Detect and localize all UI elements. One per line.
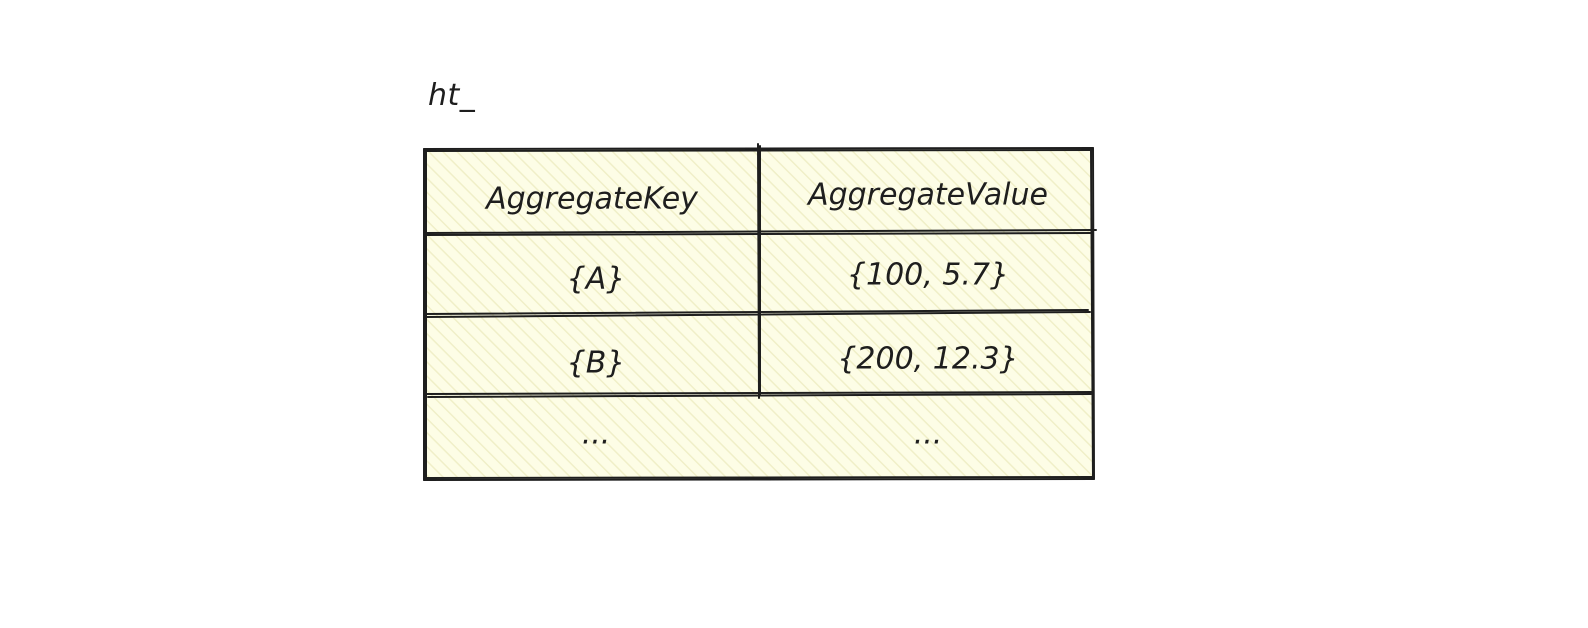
row-3-value: ...	[914, 417, 943, 452]
row-3-key: ...	[582, 417, 611, 452]
hash-table-drawing: AggregateKey AggregateValue {A} {100, 5.…	[423, 143, 1097, 481]
column-divider	[757, 143, 761, 399]
hash-table: AggregateKey AggregateValue {A} {100, 5.…	[423, 143, 1097, 481]
table-row: {A} {100, 5.7}	[567, 258, 1009, 297]
row-1-key: {A}	[567, 262, 626, 297]
row-2-value: {200, 12.3}	[837, 342, 1018, 377]
row-2-key: {B}	[567, 346, 626, 381]
table-header-row: AggregateKey AggregateValue	[484, 178, 1048, 217]
header-aggregate-key: AggregateKey	[484, 182, 699, 217]
header-aggregate-value: AggregateValue	[806, 178, 1048, 213]
table-row: ... ...	[582, 417, 943, 452]
row-1-value: {100, 5.7}	[847, 258, 1009, 293]
row-dividers	[424, 229, 1097, 398]
table-row: {B} {200, 12.3}	[567, 342, 1019, 381]
table-title: ht_	[428, 78, 476, 113]
